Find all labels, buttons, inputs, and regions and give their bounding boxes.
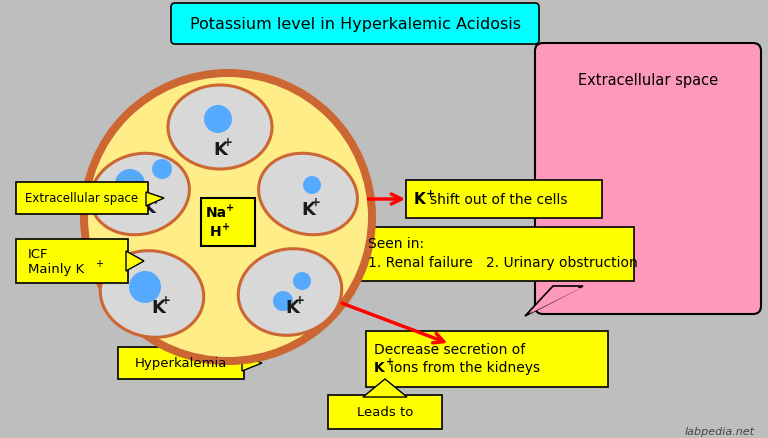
Ellipse shape xyxy=(168,86,272,170)
Circle shape xyxy=(80,70,376,365)
Text: +: + xyxy=(161,294,171,307)
Text: Decrease secretion of: Decrease secretion of xyxy=(374,342,525,356)
Circle shape xyxy=(204,106,232,134)
Polygon shape xyxy=(146,193,164,207)
FancyBboxPatch shape xyxy=(171,4,539,45)
Text: H: H xyxy=(210,225,222,238)
Text: K: K xyxy=(141,198,155,216)
Circle shape xyxy=(115,170,145,200)
Text: K: K xyxy=(374,360,385,374)
Circle shape xyxy=(88,78,368,357)
Polygon shape xyxy=(126,251,144,272)
Text: Seen in:: Seen in: xyxy=(368,237,424,251)
Circle shape xyxy=(293,272,311,290)
Text: +: + xyxy=(295,294,305,307)
FancyBboxPatch shape xyxy=(201,198,255,247)
Text: 1. Renal failure   2. Urinary obstruction: 1. Renal failure 2. Urinary obstruction xyxy=(368,255,637,269)
Polygon shape xyxy=(363,379,407,397)
FancyBboxPatch shape xyxy=(406,180,602,219)
Text: K: K xyxy=(151,298,165,316)
Text: +: + xyxy=(311,196,321,209)
FancyBboxPatch shape xyxy=(16,183,148,215)
Text: +: + xyxy=(226,202,234,212)
FancyBboxPatch shape xyxy=(360,227,634,281)
FancyBboxPatch shape xyxy=(16,240,128,283)
FancyBboxPatch shape xyxy=(366,331,608,387)
Polygon shape xyxy=(242,355,262,371)
Ellipse shape xyxy=(259,154,357,235)
FancyBboxPatch shape xyxy=(535,44,761,314)
Text: ions from the kidneys: ions from the kidneys xyxy=(390,360,540,374)
Text: Na: Na xyxy=(205,205,227,219)
Text: +: + xyxy=(222,222,230,231)
Text: labpedia.net: labpedia.net xyxy=(685,426,755,436)
Circle shape xyxy=(303,177,321,194)
Text: Extracellular space: Extracellular space xyxy=(25,192,138,205)
Circle shape xyxy=(129,272,161,303)
Ellipse shape xyxy=(91,154,190,235)
FancyBboxPatch shape xyxy=(118,347,244,379)
Text: Potassium level in Hyperkalemic Acidosis: Potassium level in Hyperkalemic Acidosis xyxy=(190,17,521,32)
Text: +: + xyxy=(223,136,233,149)
Text: Mainly K: Mainly K xyxy=(28,263,84,276)
Text: ICF: ICF xyxy=(28,248,48,261)
Circle shape xyxy=(273,291,293,311)
Polygon shape xyxy=(525,286,583,316)
Text: K: K xyxy=(213,141,227,159)
Text: Extracellular space: Extracellular space xyxy=(578,72,718,87)
Text: shift out of the cells: shift out of the cells xyxy=(430,193,568,207)
Text: Hyperkalemia: Hyperkalemia xyxy=(135,357,227,370)
Text: Leads to: Leads to xyxy=(357,406,413,419)
Polygon shape xyxy=(529,288,581,314)
Circle shape xyxy=(152,159,172,180)
Ellipse shape xyxy=(238,249,342,336)
Text: +: + xyxy=(95,258,103,268)
Text: K: K xyxy=(414,192,425,207)
Text: +: + xyxy=(426,189,435,198)
Ellipse shape xyxy=(101,251,204,338)
Text: K: K xyxy=(285,298,299,316)
FancyBboxPatch shape xyxy=(328,395,442,429)
Text: +: + xyxy=(151,194,161,207)
Text: K: K xyxy=(301,201,315,219)
Text: +: + xyxy=(386,356,394,366)
